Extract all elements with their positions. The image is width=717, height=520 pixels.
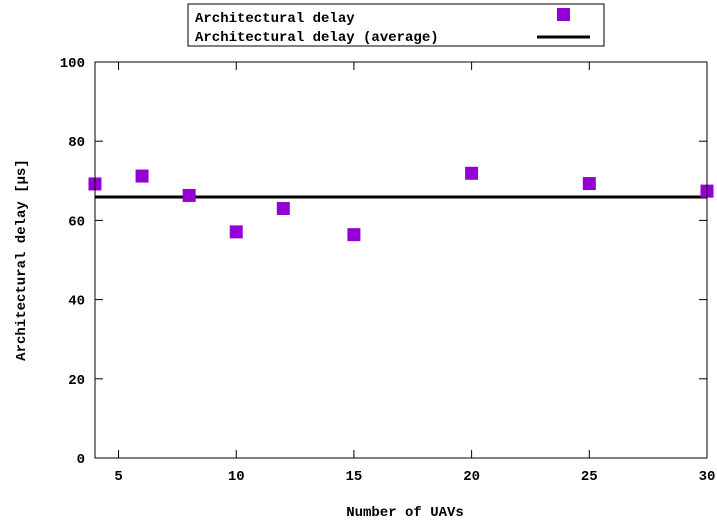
- x-tick-label: 5: [114, 469, 122, 485]
- legend-label-series-1: Architectural delay (average): [195, 30, 439, 46]
- data-point: [582, 177, 596, 191]
- legend: Architectural delay Architectural delay …: [187, 3, 605, 47]
- y-tick-label: 60: [68, 214, 85, 230]
- data-point: [229, 225, 243, 239]
- y-tick-label: 80: [68, 135, 85, 151]
- x-axis-label: Number of UAVs: [346, 505, 464, 520]
- axis-ticks: 5 10 15 20 25 30 0 20 40 60 80 100: [60, 56, 716, 485]
- data-point: [276, 202, 290, 216]
- y-tick-label: 0: [77, 452, 85, 468]
- legend-label-series-0: Architectural delay: [195, 11, 355, 27]
- y-tick-label: 20: [68, 373, 85, 389]
- y-tick-label: 100: [60, 56, 85, 72]
- plot-frame: [94, 61, 708, 459]
- x-tick-label: 10: [228, 469, 245, 485]
- data-point: [465, 166, 479, 180]
- data-point: [182, 188, 196, 202]
- data-point: [135, 169, 149, 183]
- plot-marks: [88, 166, 714, 242]
- x-tick-label: 20: [463, 469, 480, 485]
- x-tick-label: 30: [699, 469, 716, 485]
- legend-box: [187, 3, 605, 47]
- y-axis-label: Architectural delay [µs]: [14, 159, 30, 361]
- x-tick-label: 25: [581, 469, 598, 485]
- data-point: [347, 228, 361, 242]
- y-tick-label: 40: [68, 294, 85, 310]
- x-tick-label: 15: [346, 469, 363, 485]
- legend-marker-square: [557, 8, 570, 21]
